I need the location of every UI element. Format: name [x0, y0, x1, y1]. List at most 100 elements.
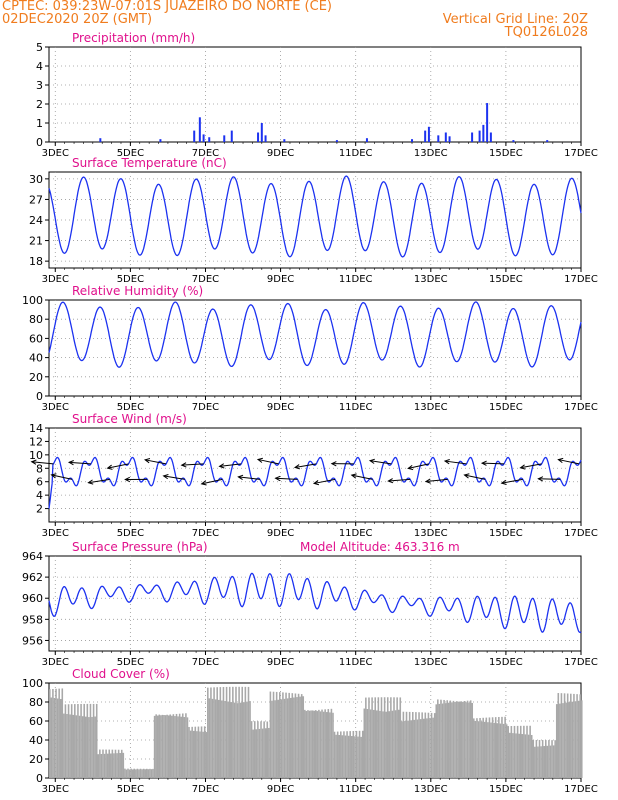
cloud-bar [192, 730, 195, 778]
panel-title: Surface Wind (m/s) [72, 412, 187, 426]
cloud-bar [227, 701, 229, 778]
cloud-bar [205, 732, 208, 778]
cloud-bar [100, 754, 103, 778]
cloud-bar [50, 697, 53, 778]
wind-arrow-head [256, 457, 263, 463]
header-station: CPTEC: 039:23W-07:01S JUAZEIRO DO NORTE … [2, 0, 332, 14]
precip-bar [427, 126, 430, 142]
cloud-bar [266, 721, 269, 778]
cloud-bar [435, 704, 438, 778]
panel-title: Relative Humidity (%) [72, 284, 203, 298]
cloud-bar [524, 734, 527, 778]
cloud-bar [296, 697, 298, 778]
wind-arrow-head [200, 480, 207, 486]
cloud-bar [75, 715, 78, 778]
cloud-bar [388, 711, 391, 778]
cloud-bar [203, 726, 206, 778]
cloud-bar [457, 701, 459, 778]
cloud-bar [462, 701, 464, 778]
cloud-bar [78, 715, 81, 778]
panel-frame [48, 427, 582, 523]
cloud-bar [69, 714, 71, 778]
x-tick-label: 9DEC [267, 784, 294, 795]
cloud-bar [418, 712, 420, 778]
cloud-bar [49, 689, 51, 778]
cloud-bar [241, 686, 244, 778]
cloud-bar [156, 715, 159, 778]
cloud-bar [166, 714, 168, 778]
cloud-bar [136, 768, 139, 778]
precip-bar [437, 135, 440, 142]
y-tick-label: 80 [29, 313, 43, 326]
cloud-bar [59, 699, 62, 778]
x-tick-label: 7DEC [192, 784, 219, 795]
cloud-bar [117, 749, 120, 778]
cloud-bar [488, 717, 491, 778]
wind-arrow [313, 478, 336, 484]
cloud-bar [498, 716, 500, 778]
cloud-bar [80, 703, 82, 778]
cloud-bar [304, 709, 306, 778]
wind-arrow-head [463, 473, 470, 479]
cloud-bar [178, 713, 181, 778]
cloud-bar [139, 768, 142, 778]
cloud-bar [379, 710, 381, 778]
cloud-bar [211, 698, 214, 778]
cloud-bar [468, 702, 470, 778]
cloud-bar [541, 740, 544, 778]
cloud-bar [92, 703, 95, 778]
cloud-bar [404, 721, 406, 778]
header-date: 02DEC2020 20Z (GMT) [2, 12, 153, 27]
y-tick-label: 4 [36, 60, 43, 73]
cloud-bar [412, 711, 414, 778]
x-tick-label: 5DEC [117, 402, 144, 413]
cloud-bar [224, 700, 226, 778]
cloud-bar [307, 710, 309, 778]
y-tick-label: 964 [22, 550, 43, 563]
cloud-bar [355, 730, 358, 778]
cloud-bar [52, 688, 54, 778]
wind-arrow-head [480, 460, 487, 466]
precip-bar [444, 132, 447, 142]
y-tick-label: 0 [36, 772, 43, 785]
cloud-bar [518, 733, 520, 778]
cloud-bar [383, 697, 386, 778]
cloud-bar [88, 717, 90, 778]
panel-frame [48, 299, 582, 397]
cloud-bar [175, 713, 178, 778]
panel-annotation: Model Altitude: 463.316 m [300, 540, 460, 554]
cloud-bar [119, 753, 121, 778]
cloud-bar [141, 769, 143, 778]
cloud-bar [285, 692, 287, 778]
y-tick-label: 21 [29, 235, 43, 248]
cloud-bar [138, 769, 140, 778]
x-tick-label: 15DEC [489, 528, 523, 539]
cloud-bar [429, 718, 431, 778]
cloud-bar [268, 727, 270, 778]
cloud-bar [66, 714, 68, 778]
cloud-bar [153, 715, 156, 778]
cloud-bar [67, 704, 70, 778]
y-tick-label: 2 [36, 503, 43, 516]
cloud-bar [548, 740, 550, 778]
cloud-bar [180, 716, 182, 778]
wind-arrow [69, 461, 91, 465]
cloud-bar [560, 693, 563, 778]
cloud-bar [324, 709, 326, 778]
wind-arrow-head [124, 476, 131, 483]
y-tick-label: 1 [36, 117, 43, 130]
cloud-bar [102, 749, 104, 778]
cloud-bar [532, 740, 535, 778]
cloud-bar [482, 717, 484, 778]
wind-arrow-head [330, 461, 337, 467]
cloud-bar [432, 717, 434, 778]
cloud-bar [426, 718, 428, 778]
cloud-bar [249, 701, 251, 778]
cloud-bar [366, 708, 369, 778]
y-tick-label: 100 [22, 677, 43, 690]
y-tick-label: 40 [29, 352, 43, 365]
cloud-bar [338, 735, 341, 778]
cloud-bar [573, 693, 575, 778]
cloud-bar [440, 699, 442, 778]
cloud-bar [280, 699, 283, 778]
